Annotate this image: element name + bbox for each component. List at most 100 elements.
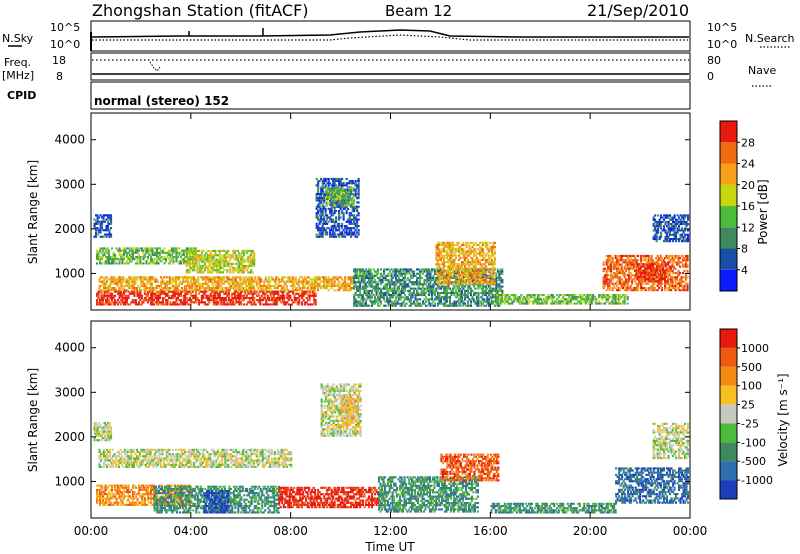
data-cell — [568, 296, 571, 299]
data-cell — [119, 276, 122, 279]
data-cell — [321, 222, 324, 225]
data-cell — [426, 268, 429, 271]
data-cell — [275, 280, 278, 283]
data-cell — [208, 297, 211, 300]
data-cell — [299, 289, 302, 292]
data-cell — [433, 289, 436, 292]
data-cell — [338, 214, 341, 217]
data-cell — [419, 283, 422, 286]
data-cell — [478, 263, 481, 266]
data-cell — [478, 276, 481, 279]
data-cell — [227, 299, 230, 302]
data-cell — [223, 292, 226, 295]
data-cell — [481, 298, 484, 301]
data-cell — [448, 280, 451, 283]
data-cell — [481, 282, 484, 285]
data-cell — [439, 302, 442, 305]
data-cell — [131, 278, 134, 281]
data-cell — [530, 296, 533, 299]
data-cell — [188, 276, 191, 279]
data-cell — [128, 280, 131, 283]
data-cell — [363, 272, 366, 275]
data-cell — [405, 279, 408, 282]
data-cell — [93, 235, 96, 238]
data-cell — [487, 282, 490, 285]
data-cell — [469, 291, 472, 294]
data-cell — [497, 302, 500, 305]
data-cell — [143, 297, 146, 300]
data-cell — [315, 235, 318, 238]
data-cell — [453, 272, 456, 275]
data-cell — [393, 285, 396, 288]
data-cell — [457, 246, 460, 249]
data-cell — [318, 231, 321, 234]
data-cell — [342, 280, 345, 283]
data-cell — [490, 287, 493, 290]
data-cell — [421, 285, 424, 288]
data-cell — [97, 294, 100, 297]
data-cell — [312, 289, 315, 292]
data-cell — [315, 177, 318, 180]
data-cell — [330, 187, 333, 190]
data-cell — [154, 253, 157, 256]
data-cell — [336, 195, 339, 198]
data-cell — [234, 276, 237, 279]
data-cell — [396, 281, 399, 284]
data-cell — [248, 292, 251, 295]
data-cell — [245, 282, 248, 285]
data-cell — [356, 274, 359, 277]
data-cell — [372, 281, 375, 284]
data-cell — [393, 294, 396, 297]
data-cell — [345, 231, 348, 234]
data-cell — [194, 254, 197, 257]
data-cell — [283, 301, 286, 304]
data-cell — [354, 285, 357, 288]
data-cell — [148, 247, 151, 250]
data-cell — [345, 188, 348, 191]
data-cell — [184, 256, 187, 259]
data-cell — [122, 287, 125, 290]
data-cell — [619, 272, 622, 275]
data-cell — [354, 184, 357, 187]
data-cell — [170, 294, 173, 297]
data-cell — [457, 254, 460, 257]
data-cell — [426, 285, 429, 288]
data-cell — [161, 289, 164, 292]
data-cell — [569, 302, 572, 305]
data-cell — [436, 279, 439, 282]
data-cell — [369, 298, 372, 301]
data-cell — [339, 276, 342, 279]
data-cell — [466, 294, 469, 297]
data-cell — [405, 283, 408, 286]
data-cell — [258, 284, 261, 287]
data-cell — [607, 254, 610, 257]
data-cell — [357, 195, 360, 198]
data-cell — [263, 292, 266, 295]
data-cell — [401, 296, 404, 299]
data-cell — [495, 283, 498, 286]
data-cell — [250, 271, 253, 274]
data-cell — [122, 280, 125, 283]
data-cell — [321, 186, 324, 189]
data-cell — [258, 289, 261, 292]
data-cell — [324, 184, 327, 187]
data-cell — [492, 252, 495, 255]
data-cell — [170, 249, 173, 252]
data-cell — [214, 254, 217, 257]
data-cell — [318, 207, 321, 210]
data-cell — [608, 265, 611, 268]
data-cell — [450, 282, 453, 285]
data-cell — [235, 290, 238, 293]
data-cell — [233, 269, 236, 272]
data-cell — [378, 276, 381, 279]
data-cell — [333, 282, 336, 285]
data-cell — [499, 268, 502, 271]
data-cell — [462, 287, 465, 290]
data-cell — [206, 297, 209, 300]
data-cell — [607, 259, 610, 262]
data-cell — [317, 278, 320, 281]
data-cell — [330, 202, 333, 205]
data-cell — [179, 280, 182, 283]
data-cell — [112, 301, 115, 304]
data-cell — [436, 248, 439, 251]
